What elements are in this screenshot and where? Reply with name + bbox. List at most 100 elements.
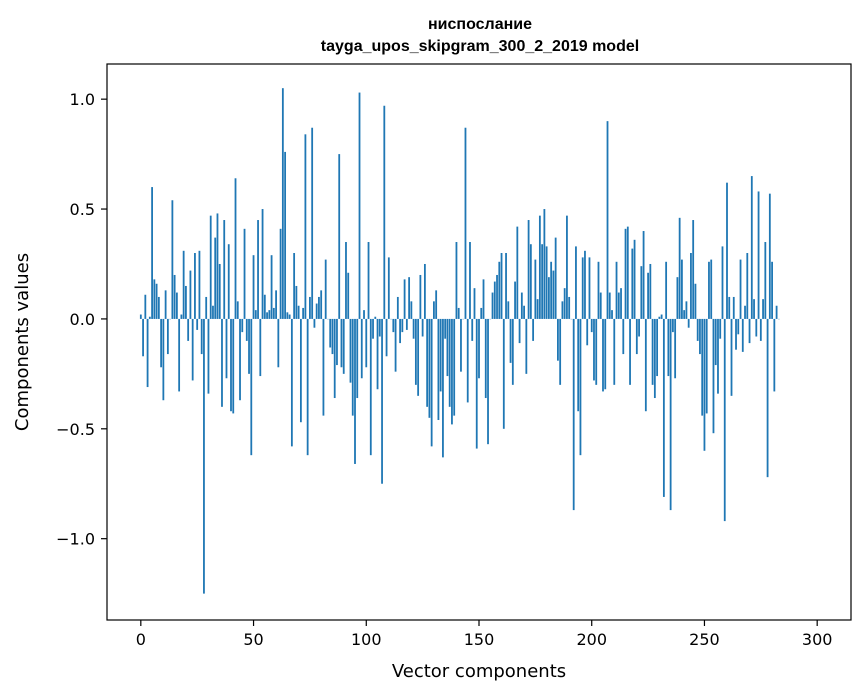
bar-20 bbox=[185, 285, 187, 319]
bar-173 bbox=[529, 244, 532, 319]
bar-261 bbox=[728, 296, 731, 319]
bar-197 bbox=[584, 250, 586, 319]
bar-29 bbox=[205, 296, 208, 319]
bar-117 bbox=[403, 279, 406, 319]
bar-141 bbox=[457, 307, 460, 319]
bar-43 bbox=[236, 301, 239, 319]
bar-17 bbox=[178, 318, 181, 392]
bar-0 bbox=[139, 314, 142, 319]
bar-179 bbox=[543, 209, 546, 319]
bar-136 bbox=[446, 318, 449, 377]
bar-157 bbox=[493, 281, 496, 319]
bar-93 bbox=[349, 318, 352, 383]
bar-86 bbox=[333, 318, 336, 399]
bar-214 bbox=[622, 318, 625, 355]
bar-164 bbox=[509, 318, 512, 363]
bar-135 bbox=[444, 318, 447, 339]
bar-44 bbox=[239, 318, 241, 401]
bar-18 bbox=[180, 314, 183, 319]
bar-250 bbox=[703, 318, 706, 451]
y-tick-label: 0.5 bbox=[70, 200, 95, 219]
bar-150 bbox=[478, 318, 480, 379]
bar-39 bbox=[227, 244, 230, 319]
bar-66 bbox=[288, 314, 291, 319]
bar-69 bbox=[295, 285, 298, 319]
bar-201 bbox=[593, 318, 595, 381]
bar-82 bbox=[324, 259, 327, 319]
bar-96 bbox=[356, 318, 359, 399]
bar-271 bbox=[750, 176, 753, 319]
x-tick-label: 150 bbox=[464, 630, 495, 649]
x-tick-label: 200 bbox=[576, 630, 607, 649]
bar-67 bbox=[290, 318, 293, 447]
bar-40 bbox=[230, 318, 232, 412]
bar-220 bbox=[635, 318, 638, 355]
bar-134 bbox=[442, 318, 444, 458]
bar-151 bbox=[480, 307, 483, 319]
bar-57 bbox=[268, 310, 271, 319]
bar-74 bbox=[306, 318, 309, 456]
bar-196 bbox=[581, 257, 584, 319]
y-axis: −1.0 −0.5 0.0 0.5 1.0 bbox=[56, 90, 107, 549]
bar-229 bbox=[656, 318, 659, 377]
bar-88 bbox=[338, 154, 341, 319]
x-tick-label: 100 bbox=[351, 630, 382, 649]
bar-153 bbox=[484, 318, 487, 399]
x-tick-label: 300 bbox=[802, 630, 833, 649]
bar-260 bbox=[726, 182, 728, 319]
bar-231 bbox=[660, 314, 663, 319]
bar-185 bbox=[557, 318, 559, 361]
bar-282 bbox=[775, 305, 778, 319]
bar-186 bbox=[559, 318, 562, 385]
bar-126 bbox=[423, 263, 426, 319]
bar-16 bbox=[175, 292, 178, 319]
bar-223 bbox=[642, 231, 645, 319]
bar-275 bbox=[759, 318, 762, 341]
bar-37 bbox=[223, 220, 226, 319]
bar-183 bbox=[552, 270, 555, 319]
bar-109 bbox=[385, 318, 388, 357]
bar-91 bbox=[345, 242, 347, 319]
bar-280 bbox=[771, 261, 773, 319]
bar-61 bbox=[277, 318, 280, 368]
bar-58 bbox=[270, 255, 273, 319]
bar-218 bbox=[631, 248, 634, 319]
bar-1 bbox=[142, 318, 144, 357]
y-axis-label: Components values bbox=[12, 253, 33, 431]
bar-28 bbox=[203, 318, 205, 594]
bar-63 bbox=[281, 88, 284, 319]
bar-205 bbox=[602, 318, 604, 392]
bar-244 bbox=[690, 253, 692, 319]
bar-104 bbox=[374, 316, 377, 319]
bar-279 bbox=[768, 193, 771, 319]
bar-102 bbox=[369, 318, 372, 456]
bar-98 bbox=[360, 318, 363, 379]
x-tick-label: 50 bbox=[243, 630, 263, 649]
bar-207 bbox=[606, 121, 609, 319]
bar-137 bbox=[448, 318, 451, 407]
bar-165 bbox=[511, 318, 514, 385]
bar-211 bbox=[615, 261, 618, 319]
bar-149 bbox=[475, 318, 478, 449]
bar-166 bbox=[514, 281, 516, 319]
bar-54 bbox=[261, 209, 264, 319]
bar-217 bbox=[629, 318, 631, 385]
bar-4 bbox=[148, 316, 151, 319]
bar-234 bbox=[667, 318, 670, 377]
bar-48 bbox=[248, 318, 250, 374]
chart-subtitle: tayga_upos_skipgram_300_2_2019 model bbox=[321, 38, 639, 55]
chart-title: ниспослание bbox=[428, 16, 532, 33]
bar-113 bbox=[394, 318, 397, 372]
bar-272 bbox=[753, 299, 755, 319]
bar-41 bbox=[232, 318, 235, 414]
bar-34 bbox=[216, 213, 219, 319]
y-tick-label: −1.0 bbox=[56, 530, 95, 549]
bar-257 bbox=[719, 318, 722, 339]
bar-85 bbox=[331, 318, 334, 355]
bar-10 bbox=[162, 318, 165, 401]
bar-114 bbox=[396, 296, 399, 319]
bar-238 bbox=[676, 277, 679, 319]
bar-199 bbox=[588, 257, 591, 319]
bar-266 bbox=[739, 259, 742, 319]
bar-108 bbox=[383, 105, 386, 319]
